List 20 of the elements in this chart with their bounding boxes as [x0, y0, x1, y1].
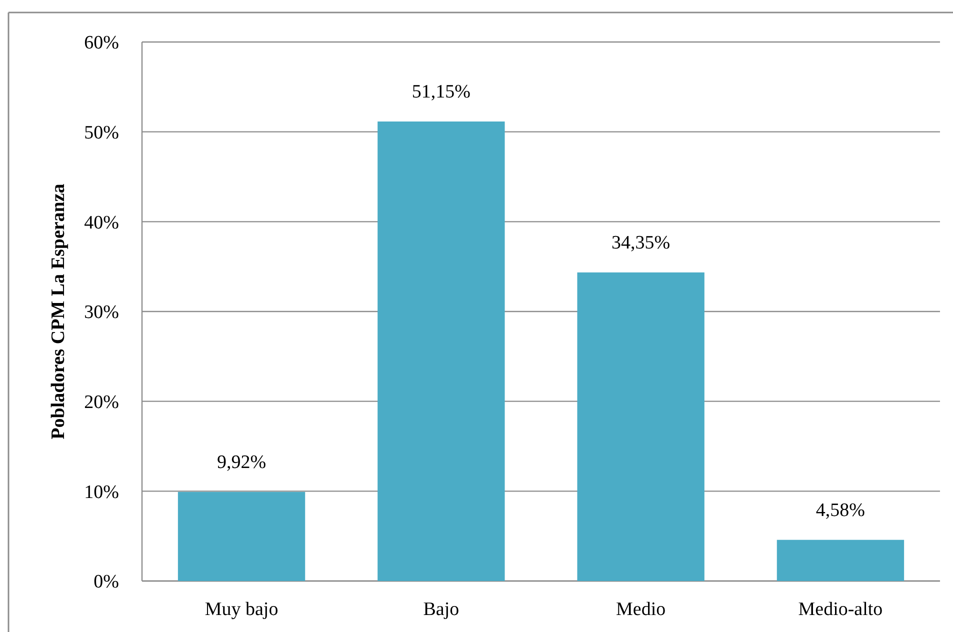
y-tick-label: 40%	[84, 212, 120, 234]
y-tick-label: 50%	[84, 122, 120, 144]
y-tick-label: 0%	[94, 572, 120, 593]
data-label: 4,58%	[816, 500, 866, 521]
bar	[577, 272, 704, 581]
x-tick-label: Bajo	[423, 599, 460, 620]
y-tick-label: 20%	[84, 392, 120, 413]
x-tick-label: Muy bajo	[204, 599, 278, 620]
x-tick-label: Medio-alto	[798, 599, 883, 620]
data-label: 9,92%	[216, 452, 266, 473]
bar	[178, 492, 306, 581]
bar	[378, 122, 505, 581]
y-axis-title: Pobladores CPM La Esperanza	[48, 183, 69, 440]
data-label: 51,15%	[412, 82, 471, 103]
y-tick-label: 60%	[84, 32, 120, 54]
data-label: 34,35%	[612, 232, 670, 254]
bar	[776, 540, 904, 581]
y-tick-label: 30%	[84, 302, 120, 324]
y-tick-label: 10%	[84, 482, 120, 503]
x-tick-label: Medio	[616, 599, 666, 620]
